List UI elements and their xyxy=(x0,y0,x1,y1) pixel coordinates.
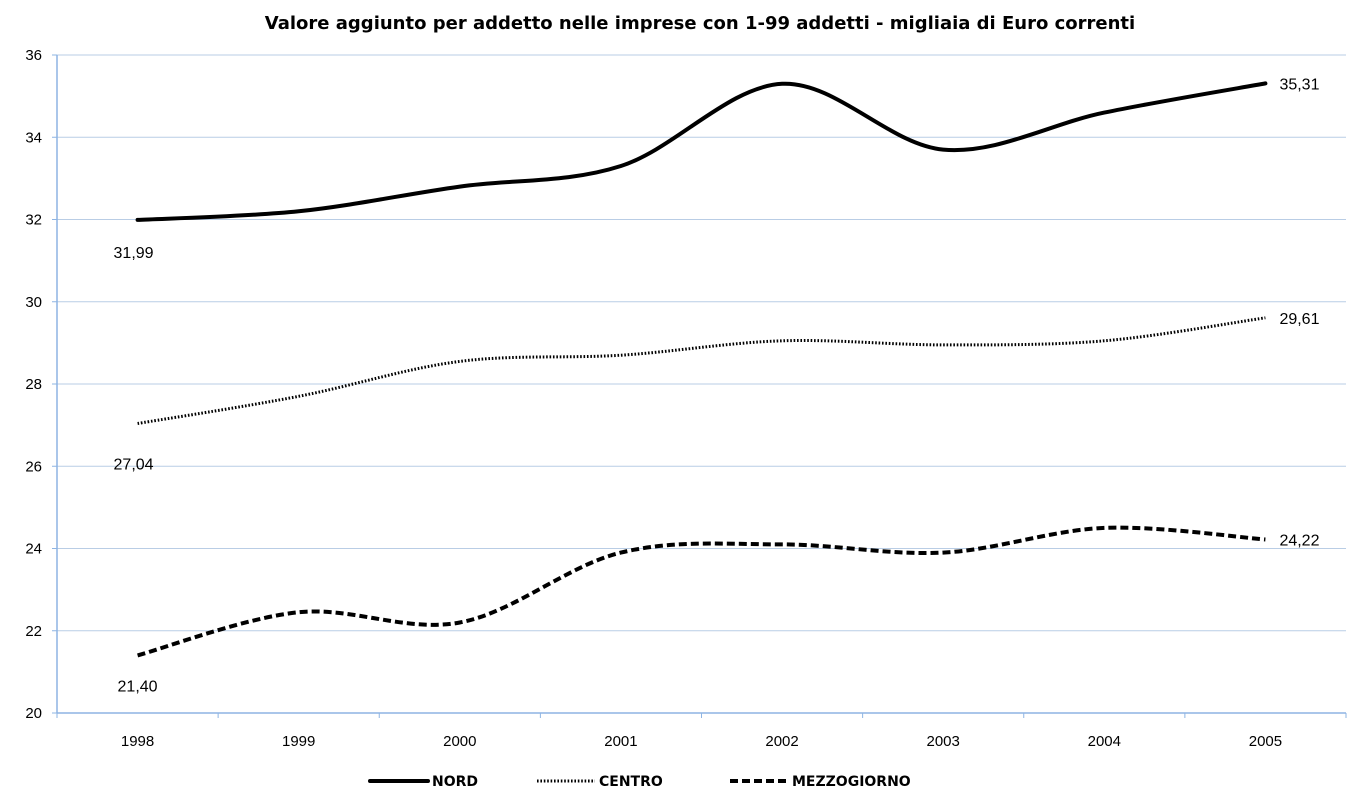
y-tick-label: 36 xyxy=(25,47,42,64)
x-tick-label: 2002 xyxy=(765,733,798,750)
data-point-centro xyxy=(297,394,301,398)
chart-title: Valore aggiunto per addetto nelle impres… xyxy=(265,13,1135,34)
legend-label-nord: NORD xyxy=(432,774,478,790)
x-tick-label: 2003 xyxy=(927,733,960,750)
data-label-nord: 35,31 xyxy=(1279,76,1319,93)
data-label-mezzogiorno: 21,40 xyxy=(118,678,158,695)
data-point-mezzogiorno xyxy=(1263,537,1267,541)
x-tick-label: 2001 xyxy=(604,733,637,750)
data-label-centro: 27,04 xyxy=(114,456,154,473)
data-label-centro: 29,61 xyxy=(1279,311,1319,328)
data-point-mezzogiorno xyxy=(619,551,623,555)
series-line-centro xyxy=(137,316,1266,425)
data-point-nord xyxy=(1263,81,1267,85)
series-line-mezzogiorno xyxy=(137,525,1266,658)
y-tick-label: 32 xyxy=(25,212,42,229)
data-point-centro xyxy=(458,359,462,363)
legend: NORD CENTRO MEZZOGIORNO xyxy=(368,774,911,790)
x-tick-label: 2005 xyxy=(1249,733,1282,750)
gridlines xyxy=(57,54,1346,632)
x-tick-label: 2004 xyxy=(1088,733,1121,750)
data-point-nord xyxy=(136,218,140,222)
y-tick-label: 28 xyxy=(25,376,42,393)
legend-label-centro: CENTRO xyxy=(599,774,663,790)
data-point-mezzogiorno xyxy=(1102,526,1106,530)
x-tick-label: 1998 xyxy=(121,733,154,750)
y-tick-label: 26 xyxy=(25,458,42,475)
legend-label-mezzogiorno: MEZZOGIORNO xyxy=(792,774,911,790)
data-point-centro xyxy=(1102,339,1106,343)
data-point-nord xyxy=(941,148,945,152)
data-point-nord xyxy=(1102,111,1106,115)
x-tick-label: 1999 xyxy=(282,733,315,750)
data-label-mezzogiorno: 24,22 xyxy=(1279,532,1319,549)
data-point-centro xyxy=(1263,316,1267,320)
data-label-nord: 31,99 xyxy=(114,245,154,262)
y-tick-label: 22 xyxy=(25,623,42,640)
data-point-nord xyxy=(619,164,623,168)
data-point-mezzogiorno xyxy=(458,621,462,625)
data-point-centro xyxy=(780,339,784,343)
data-point-nord xyxy=(297,209,301,213)
data-point-mezzogiorno xyxy=(136,653,140,657)
y-tick-label: 20 xyxy=(25,705,42,722)
data-point-mezzogiorno xyxy=(297,610,301,614)
x-tick-label: 2000 xyxy=(443,733,476,750)
axes: 20 22 24 26 28 30 32 34 36 1998 1999 2000 2001 2002 20… xyxy=(25,47,1347,750)
y-tick-label: 24 xyxy=(25,541,42,558)
data-point-mezzogiorno xyxy=(941,551,945,555)
data-point-centro xyxy=(619,353,623,357)
data-point-centro xyxy=(136,421,140,425)
series-line-nord xyxy=(135,81,1268,222)
y-tick-label: 34 xyxy=(25,129,42,146)
y-tick-label: 30 xyxy=(25,294,42,311)
data-point-mezzogiorno xyxy=(780,542,784,546)
series-lines xyxy=(135,81,1268,658)
data-point-nord xyxy=(458,185,462,189)
data-point-centro xyxy=(941,343,945,347)
data-point-nord xyxy=(780,82,784,86)
data-labels: 31,99 35,31 27,04 29,61 21,40 24,22 xyxy=(114,76,1320,695)
